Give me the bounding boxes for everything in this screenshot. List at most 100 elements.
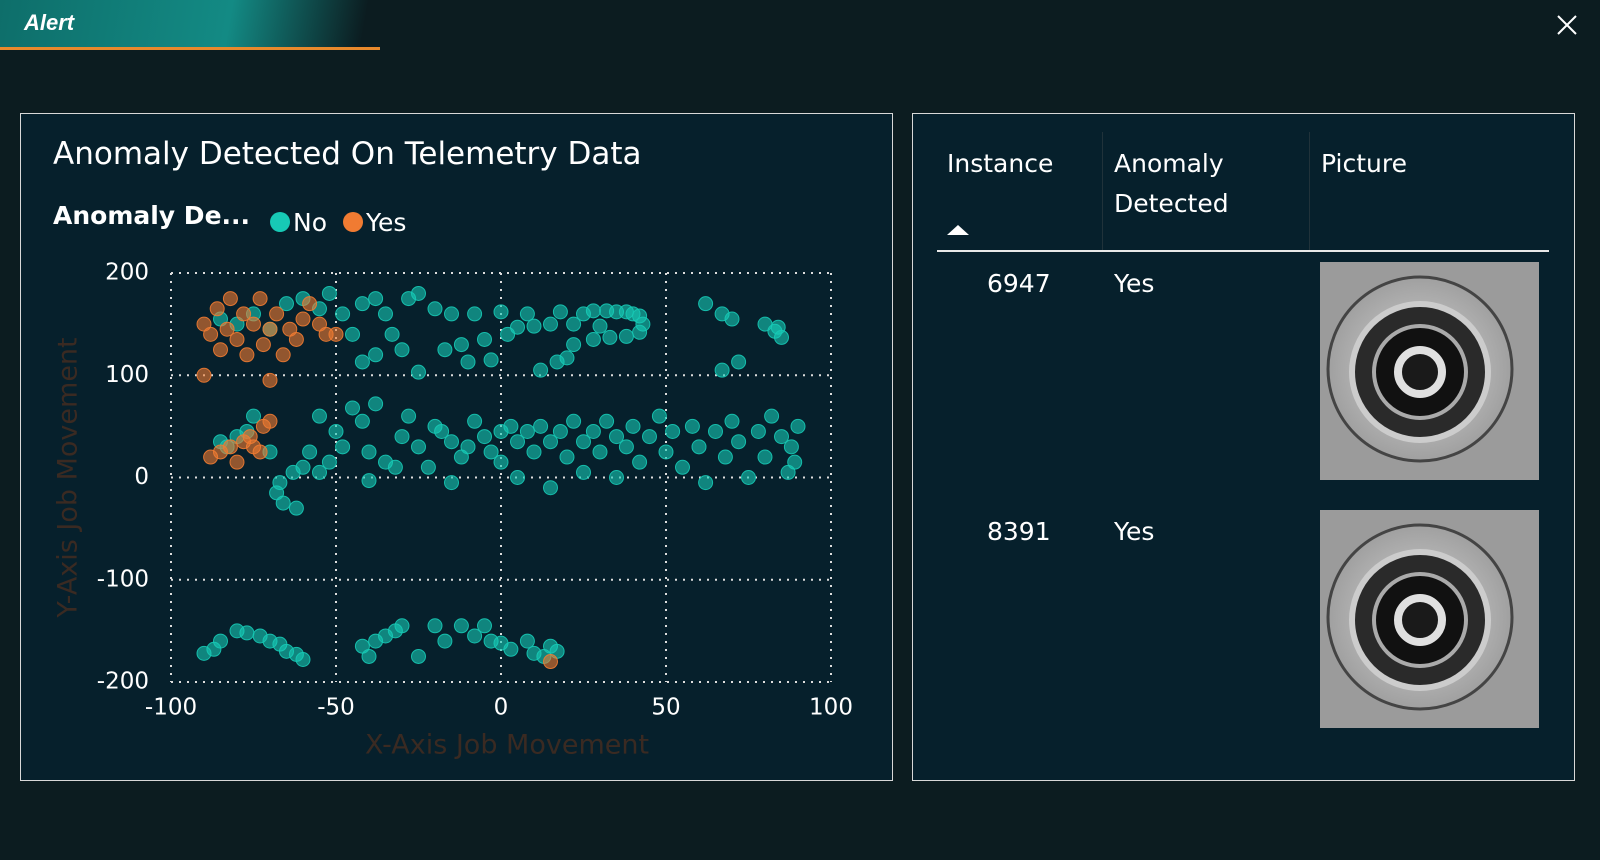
data-point [731, 434, 747, 450]
x-tick-label: -50 [317, 695, 355, 721]
instance-cell: 6947 [987, 269, 1051, 298]
data-point [444, 306, 459, 322]
data-point [361, 473, 377, 489]
data-point [354, 354, 370, 370]
y-axis-label: Y-Axis Job Movement [53, 337, 84, 618]
data-point [592, 318, 608, 334]
data-point [543, 434, 558, 450]
y-tick-label: 0 [134, 464, 149, 490]
data-point [609, 470, 624, 485]
data-point [632, 454, 648, 470]
data-point [566, 337, 582, 353]
data-point [467, 306, 483, 322]
data-point [698, 475, 714, 491]
data-point [255, 337, 271, 353]
data-point [724, 311, 740, 327]
data-point [618, 439, 634, 455]
instance-cell: 8391 [987, 517, 1051, 546]
data-point [368, 396, 384, 412]
table-panel: Instance Anomaly Detected Picture 6947 Y… [912, 113, 1575, 781]
x-tick-label: 100 [809, 695, 853, 721]
data-point [774, 429, 789, 445]
data-point [585, 423, 601, 439]
data-point [394, 342, 410, 358]
data-point [787, 454, 803, 470]
data-point [384, 326, 400, 342]
data-point [328, 326, 344, 342]
data-point [213, 342, 228, 358]
data-point [302, 444, 318, 460]
data-point [269, 306, 285, 322]
data-point [592, 444, 608, 460]
data-point [411, 648, 426, 664]
data-point [510, 470, 525, 485]
data-point [246, 408, 261, 424]
data-point [427, 618, 443, 634]
data-point [724, 413, 740, 429]
data-point [328, 423, 344, 439]
data-point [437, 633, 453, 649]
data-point [717, 449, 733, 465]
close-button[interactable] [1556, 14, 1578, 36]
data-point [288, 331, 304, 347]
data-point [764, 408, 780, 424]
data-point [658, 444, 674, 460]
part-picture [1320, 262, 1539, 480]
data-point [236, 306, 252, 322]
x-tick-label: 50 [651, 695, 680, 721]
data-point [229, 331, 245, 347]
legend-label: No [293, 208, 327, 237]
data-point [229, 454, 245, 470]
chart-title: Anomaly Detected On Telemetry Data [53, 136, 642, 172]
x-tick-label: -100 [145, 695, 197, 721]
data-point [213, 633, 228, 649]
data-point [543, 316, 558, 332]
data-point [196, 367, 212, 383]
data-point [262, 372, 278, 388]
data-point [345, 326, 360, 342]
data-point [625, 418, 641, 434]
data-point [411, 364, 426, 380]
data-point [467, 628, 483, 644]
data-point [262, 321, 278, 337]
data-point [203, 326, 219, 342]
data-point [510, 319, 525, 335]
data-point [790, 418, 806, 434]
data-point [602, 329, 618, 345]
legend-label: Yes [365, 208, 406, 237]
title-accent [0, 0, 380, 50]
data-point [335, 439, 351, 455]
data-point [295, 459, 311, 475]
data-point [519, 633, 535, 649]
data-point [368, 347, 384, 363]
column-header[interactable]: Picture [1321, 149, 1407, 178]
column-separator [1102, 132, 1103, 250]
data-point [566, 413, 582, 429]
data-point [510, 434, 525, 450]
data-point [354, 296, 370, 312]
column-header[interactable]: Instance [947, 149, 1054, 178]
data-point [239, 625, 255, 641]
data-point [467, 413, 483, 429]
chart: Anomaly Detected On Telemetry Data Anoma… [53, 136, 853, 761]
data-point [708, 423, 723, 439]
data-point [642, 429, 657, 445]
data-point [354, 413, 370, 429]
data-point [239, 347, 255, 363]
data-point [519, 306, 535, 322]
data-point [783, 439, 799, 455]
data-point [411, 285, 426, 301]
data-point [378, 306, 393, 322]
y-tick-label: 200 [105, 260, 149, 286]
column-header[interactable]: Anomaly Detected [1114, 149, 1229, 218]
header-rule [937, 250, 1549, 252]
data-point [675, 459, 690, 475]
data-point [552, 423, 568, 439]
data-point [684, 418, 700, 434]
data-point [519, 423, 535, 439]
data-point [632, 324, 648, 340]
data-point [665, 423, 681, 439]
legend-marker [343, 212, 364, 232]
data-point [503, 641, 519, 657]
